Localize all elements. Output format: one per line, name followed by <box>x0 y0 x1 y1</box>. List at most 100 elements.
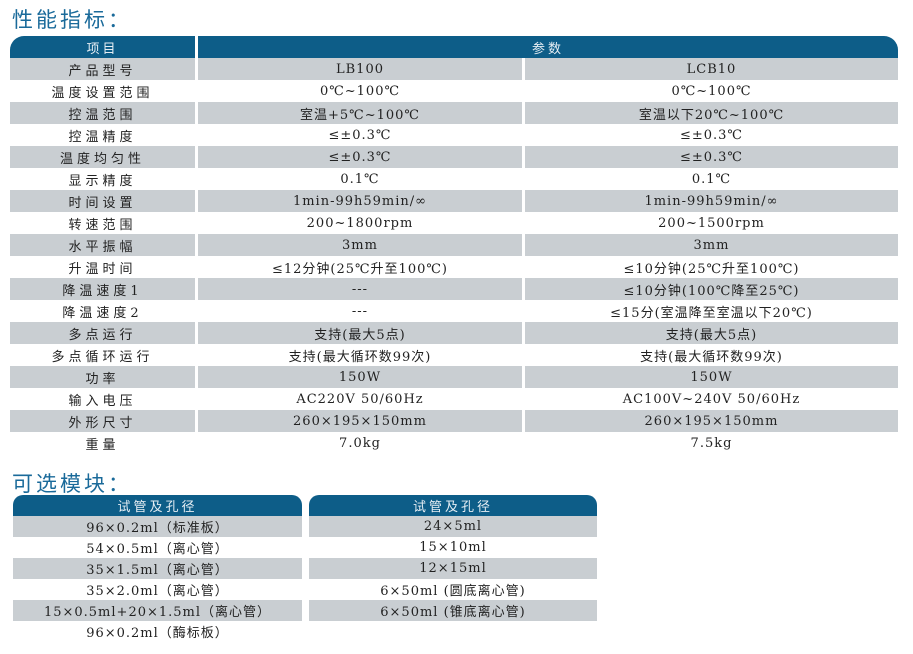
lcb10-value: ≤±0.3℃ <box>524 146 898 168</box>
lb100-value: 7.0kg <box>339 435 381 451</box>
lb100-value: ≤±0.3℃ <box>328 127 392 143</box>
module-item: 6×50ml (圆底离心管) <box>380 584 526 599</box>
lcb10-value: 150W <box>524 366 898 388</box>
lb100-value: 支持(最大循环数99次) <box>288 349 432 365</box>
spec-table: 项目 参数 产品型号 LB100 LCB10 温度设置范围 0℃~100℃ 0℃~100℃… <box>7 36 901 454</box>
lcb10-value: ≤10分钟(100℃降至25℃) <box>524 278 898 300</box>
lcb10-value: 260×195×150mm <box>524 410 898 432</box>
table-row: 控温范围 室温+5℃~100℃ 室温以下20℃~100℃ <box>10 102 898 124</box>
lb100-value: 150W <box>198 366 522 388</box>
table-row: 外形尺寸 260×195×150mm 260×195×150mm <box>10 410 898 432</box>
lb100-value: ≤12分钟(25℃升至100℃) <box>271 261 448 277</box>
modules-left-table: 试管及孔径 96×0.2ml（标准板） 54×0.5ml（离心管） 35×1.5ml… <box>13 495 302 642</box>
row-label: 控温范围 <box>10 102 195 124</box>
list-item: 24×5ml <box>309 516 597 537</box>
lcb10-value: 7.5kg <box>690 435 733 451</box>
lb100-value: 1min-99h59min/∞ <box>198 190 522 212</box>
module-item: 15×0.5ml+20×1.5ml（离心管） <box>13 600 302 621</box>
table-row: 降温速度2 --- ≤15分(室温降至室温以下20℃) <box>10 300 898 322</box>
lb100-value: 0℃~100℃ <box>319 83 401 99</box>
list-item: 54×0.5ml（离心管） <box>13 537 302 558</box>
list-item: 12×15ml <box>309 558 597 579</box>
module-item: 15×10ml <box>419 540 487 555</box>
table-row: 功率 150W 150W <box>10 366 898 388</box>
modules-title: 可选模块： <box>12 472 132 496</box>
header-item: 项目 <box>10 36 195 58</box>
module-item: 12×15ml <box>309 558 597 579</box>
modules-left-header: 试管及孔径 <box>13 495 302 516</box>
list-item: 6×50ml (圆底离心管) <box>309 579 597 600</box>
lb100-value: 260×195×150mm <box>198 410 522 432</box>
table-row: 产品型号 LB100 LCB10 <box>10 58 898 80</box>
spec-title: 性能指标： <box>12 8 132 32</box>
list-item: 15×10ml <box>309 537 597 558</box>
module-item: 54×0.5ml（离心管） <box>86 542 229 557</box>
lcb10-value: ≤10分钟(25℃升至100℃) <box>623 261 800 277</box>
header-params: 参数 <box>198 36 898 58</box>
lb100-value: --- <box>351 303 369 319</box>
lb100-value: 0.1℃ <box>340 171 380 187</box>
lcb10-value: 0℃~100℃ <box>671 83 752 99</box>
list-item: 96×0.2ml（酶标板） <box>13 621 302 642</box>
table-row: 转速范围 200~1800rpm 200~1500rpm <box>10 212 898 234</box>
table-row: 多点循环运行 支持(最大循环数99次) 支持(最大循环数99次) <box>10 344 898 366</box>
lb100-value: AC220V 50/60Hz <box>296 391 424 407</box>
lcb10-value: ≤±0.3℃ <box>679 127 743 143</box>
module-item: 35×1.5ml（离心管） <box>13 558 302 579</box>
lb100-value: 室温+5℃~100℃ <box>198 102 522 124</box>
row-label: 多点循环运行 <box>51 349 154 365</box>
module-item: 96×0.2ml（标准板） <box>13 516 302 537</box>
row-label: 升温时间 <box>68 261 137 277</box>
lcb10-value: 0.1℃ <box>691 171 732 187</box>
module-item: 35×2.0ml（离心管） <box>86 584 229 599</box>
modules-right-header: 试管及孔径 <box>309 495 597 516</box>
row-label: 温度设置范围 <box>51 85 154 101</box>
table-row: 控温精度 ≤±0.3℃ ≤±0.3℃ <box>10 124 898 146</box>
list-item: 15×0.5ml+20×1.5ml（离心管） <box>13 600 302 621</box>
table-row: 输入电压 AC220V 50/60Hz AC100V~240V 50/60Hz <box>10 388 898 410</box>
lcb10-value: 3mm <box>524 234 898 256</box>
module-item: 6×50ml (锥底离心管) <box>309 600 597 621</box>
lb100-value: --- <box>198 278 522 300</box>
table-row: 多点运行 支持(最大5点) 支持(最大5点) <box>10 322 898 344</box>
row-label: 显示精度 <box>68 173 137 189</box>
modules-right-table: 试管及孔径 24×5ml 15×10ml 12×15ml 6×50ml (圆底离心管)… <box>309 495 597 621</box>
lcb10-value: 1min-99h59min/∞ <box>524 190 898 212</box>
table-row: 水平振幅 3mm 3mm <box>10 234 898 256</box>
list-item: 96×0.2ml（标准板） <box>13 516 302 537</box>
lcb10-value: LCB10 <box>524 58 898 80</box>
table-row: 显示精度 0.1℃ 0.1℃ <box>10 168 898 190</box>
lcb10-value: 支持(最大循环数99次) <box>640 349 783 365</box>
lcb10-value: 200~1500rpm <box>658 215 765 231</box>
list-item: 35×2.0ml（离心管） <box>13 579 302 600</box>
table-row: 重量 7.0kg 7.5kg <box>10 432 898 454</box>
module-item: 96×0.2ml（酶标板） <box>86 626 229 641</box>
row-label: 控温精度 <box>68 129 137 145</box>
table-row: 升温时间 ≤12分钟(25℃升至100℃) ≤10分钟(25℃升至100℃) <box>10 256 898 278</box>
lb100-value: LB100 <box>198 58 522 80</box>
table-row: 时间设置 1min-99h59min/∞ 1min-99h59min/∞ <box>10 190 898 212</box>
row-label: 降温速度2 <box>62 305 143 321</box>
row-label: 输入电压 <box>68 393 137 409</box>
lb100-value: 支持(最大5点) <box>198 322 522 344</box>
row-label: 外形尺寸 <box>10 410 195 432</box>
row-label: 功率 <box>10 366 195 388</box>
lb100-value: 200~1800rpm <box>306 215 414 231</box>
table-row: 温度均匀性 ≤±0.3℃ ≤±0.3℃ <box>10 146 898 168</box>
row-label: 时间设置 <box>10 190 195 212</box>
list-item: 6×50ml (锥底离心管) <box>309 600 597 621</box>
row-label: 多点运行 <box>10 322 195 344</box>
row-label: 降温速度1 <box>10 278 195 300</box>
table-row: 温度设置范围 0℃~100℃ 0℃~100℃ <box>10 80 898 102</box>
list-item: 35×1.5ml（离心管） <box>13 558 302 579</box>
row-label: 温度均匀性 <box>10 146 195 168</box>
module-item: 24×5ml <box>309 516 597 537</box>
row-label: 转速范围 <box>68 217 137 233</box>
lcb10-value: 室温以下20℃~100℃ <box>524 102 898 124</box>
row-label: 重量 <box>85 437 120 453</box>
row-label: 产品型号 <box>10 58 195 80</box>
lcb10-value: 支持(最大5点) <box>524 322 898 344</box>
lb100-value: 3mm <box>198 234 522 256</box>
row-label: 水平振幅 <box>10 234 195 256</box>
lcb10-value: AC100V~240V 50/60Hz <box>622 391 801 407</box>
